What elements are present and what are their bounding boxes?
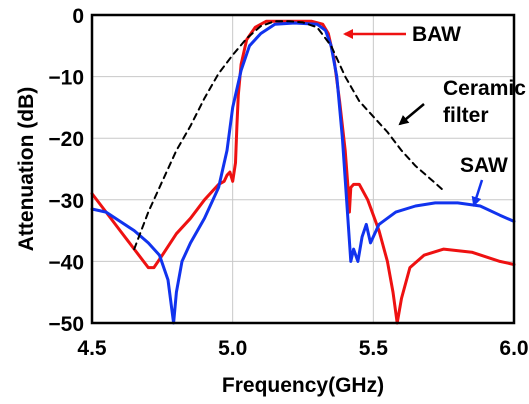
y-tick-label: −40 <box>48 251 84 274</box>
y-tick-label: 0 <box>72 5 84 28</box>
annotation-filter-label: filter <box>443 104 489 127</box>
y-axis-title: Attenuation (dB) <box>15 87 38 251</box>
x-tick-label: 6.0 <box>499 337 528 360</box>
x-tick-labels: 4.5 5.0 5.5 6.0 <box>77 337 528 360</box>
y-tick-label: −30 <box>48 190 84 213</box>
x-tick-label: 5.5 <box>359 337 389 360</box>
plot-frame <box>90 13 516 325</box>
y-tick-label: −20 <box>48 128 84 151</box>
annotation-saw-label: SAW <box>460 154 508 177</box>
annotation-baw-label: BAW <box>412 23 461 46</box>
x-tick-label: 4.5 <box>77 337 107 360</box>
x-axis-title: Frequency(GHz) <box>222 374 384 397</box>
series-line-ceramic-filter <box>133 20 445 251</box>
plot-background <box>92 15 514 323</box>
y-tick-labels: 0 −10 −20 −30 −40 −50 <box>48 5 84 336</box>
y-tick-label: −10 <box>48 67 84 90</box>
series-layer <box>90 19 516 325</box>
annotation-ceramic-label: Ceramic <box>443 77 526 100</box>
annotation-saw-arrow <box>471 179 484 207</box>
y-tick-label: −50 <box>48 313 84 336</box>
series-line-saw <box>90 21 516 325</box>
annotation-ceramic-arrow <box>398 103 425 126</box>
x-tick-label: 5.0 <box>218 337 247 360</box>
